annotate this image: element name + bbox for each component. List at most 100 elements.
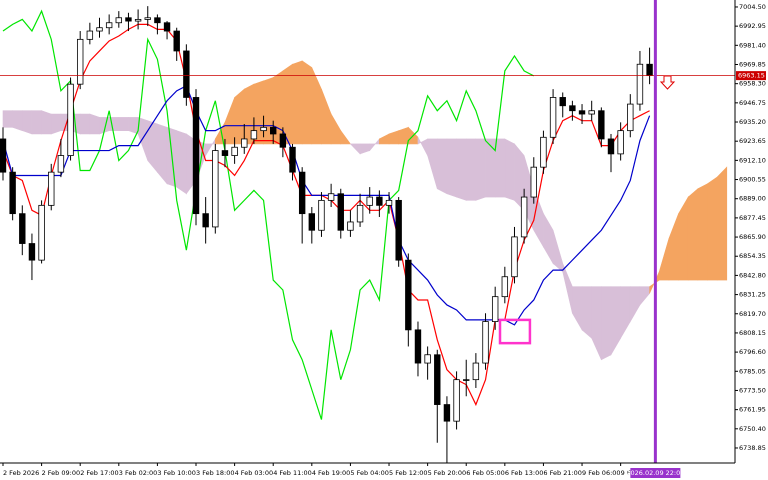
cloud-segment <box>475 138 486 201</box>
cloud-segment <box>716 166 728 281</box>
candle-body <box>627 103 634 132</box>
x-tick-label: 6 Feb 13:00 <box>505 469 544 477</box>
candle-body <box>530 166 537 198</box>
candle-body <box>453 379 460 422</box>
y-tick-label: 6935.20 <box>739 118 766 126</box>
candle-body <box>289 146 296 173</box>
y-tick-label: 6842.80 <box>739 271 766 279</box>
candle-body <box>144 17 151 20</box>
y-tick-label: 6958.30 <box>739 80 766 88</box>
candle-body <box>472 362 480 381</box>
cloud-segment <box>118 117 129 131</box>
x-tick-label: 6 Feb 05:00 <box>466 469 505 477</box>
candles-layer <box>0 6 653 463</box>
candle-body <box>424 354 431 364</box>
y-tick-label: 6865.90 <box>739 233 766 241</box>
cloud-segment <box>2 110 13 128</box>
x-tick-label: 3 Feb 02:00 <box>119 469 158 477</box>
candle-body <box>607 138 615 155</box>
candle-body <box>221 150 229 156</box>
y-tick-label: 6761.95 <box>739 406 766 414</box>
cloud-segment <box>707 176 718 281</box>
y-tick-label: 6992.95 <box>739 22 766 30</box>
candle-body <box>279 133 287 148</box>
candle-body <box>28 243 36 261</box>
cloud-segment <box>41 110 52 135</box>
candle-body <box>270 126 277 135</box>
candle-body <box>405 259 412 331</box>
candle-body <box>154 17 161 24</box>
candle-body <box>395 199 402 261</box>
candle-body <box>115 17 123 24</box>
cloud-segment <box>485 138 496 198</box>
cloud-segment <box>687 188 699 281</box>
x-tick-label: 5 Feb 20:00 <box>428 469 467 477</box>
candle-body <box>231 146 238 156</box>
candle-body <box>559 97 566 107</box>
y-tick-label: 6877.45 <box>739 214 766 222</box>
candle-body <box>125 17 132 22</box>
cloud-segment <box>282 63 293 145</box>
y-tick-label: 6912.10 <box>739 156 766 164</box>
candle-body <box>646 63 653 77</box>
x-tick-label: 5 Feb 04:00 <box>350 469 389 477</box>
candle-body <box>134 19 142 22</box>
lines-layer <box>2 9 651 420</box>
candle-body <box>434 354 441 405</box>
y-tick-label: 7004.50 <box>739 3 766 11</box>
cloud-segment <box>456 138 467 201</box>
cloud-segment <box>50 113 62 135</box>
y-tick-label: 6923.65 <box>739 137 766 145</box>
cloud-segment <box>697 183 708 281</box>
price-label: 6963.15 <box>738 72 765 80</box>
x-tick-label: 2 Feb 2026 <box>3 469 39 477</box>
candle-body <box>491 296 499 322</box>
candle-body <box>347 221 354 231</box>
candle-body <box>578 110 586 115</box>
cloud-segment <box>79 113 91 135</box>
indicator-line <box>2 9 535 420</box>
y-tick-label: 6946.75 <box>739 99 766 107</box>
candle-body <box>598 110 605 140</box>
candle-body <box>67 83 74 156</box>
y-tick-label: 6854.35 <box>739 252 766 260</box>
candle-body <box>636 63 644 105</box>
candle-body <box>250 130 258 140</box>
candle-body <box>376 196 383 206</box>
indicator-line <box>2 84 651 326</box>
y-tick-label: 6831.25 <box>739 291 766 299</box>
indicator-line <box>2 23 650 407</box>
candle-body <box>385 199 393 206</box>
cloud-segment <box>89 113 100 135</box>
candle-body <box>9 171 16 215</box>
highlight-box <box>498 318 532 345</box>
y-tick-label: 6889.00 <box>739 195 766 203</box>
candle-body <box>569 105 576 112</box>
candle-body <box>212 150 219 228</box>
x-tick-label: 5 Feb 12:00 <box>389 469 428 477</box>
x-tick-label: 2 Feb 09:00 <box>42 469 81 477</box>
cloud-segment <box>494 138 506 198</box>
x-tick-label: 9 Feb 06:00 <box>582 469 621 477</box>
cloud-segment <box>234 88 245 145</box>
candle-body <box>38 204 45 261</box>
candle-body <box>163 22 171 32</box>
candle-body <box>105 22 113 29</box>
candle-body <box>298 171 306 215</box>
cloud-segment <box>504 138 515 201</box>
x-tick-label: 4 Feb 11:00 <box>273 469 312 477</box>
candle-body <box>241 138 248 148</box>
cloud-segment <box>581 286 592 339</box>
cloud-segment <box>31 110 42 135</box>
y-tick-label: 6750.40 <box>739 425 766 433</box>
y-tick-label: 6808.15 <box>739 329 766 337</box>
candle-body <box>19 213 26 244</box>
cloud-segment <box>436 138 448 195</box>
cloud-segment <box>446 138 457 198</box>
x-tick-label: 6 Feb 21:00 <box>543 469 582 477</box>
cloud-layer <box>2 60 728 361</box>
candle-body <box>588 110 595 115</box>
candle-body <box>192 97 200 215</box>
y-tick-label: 6969.85 <box>739 60 766 68</box>
x-tick-label: 3 Feb 18:00 <box>196 469 235 477</box>
